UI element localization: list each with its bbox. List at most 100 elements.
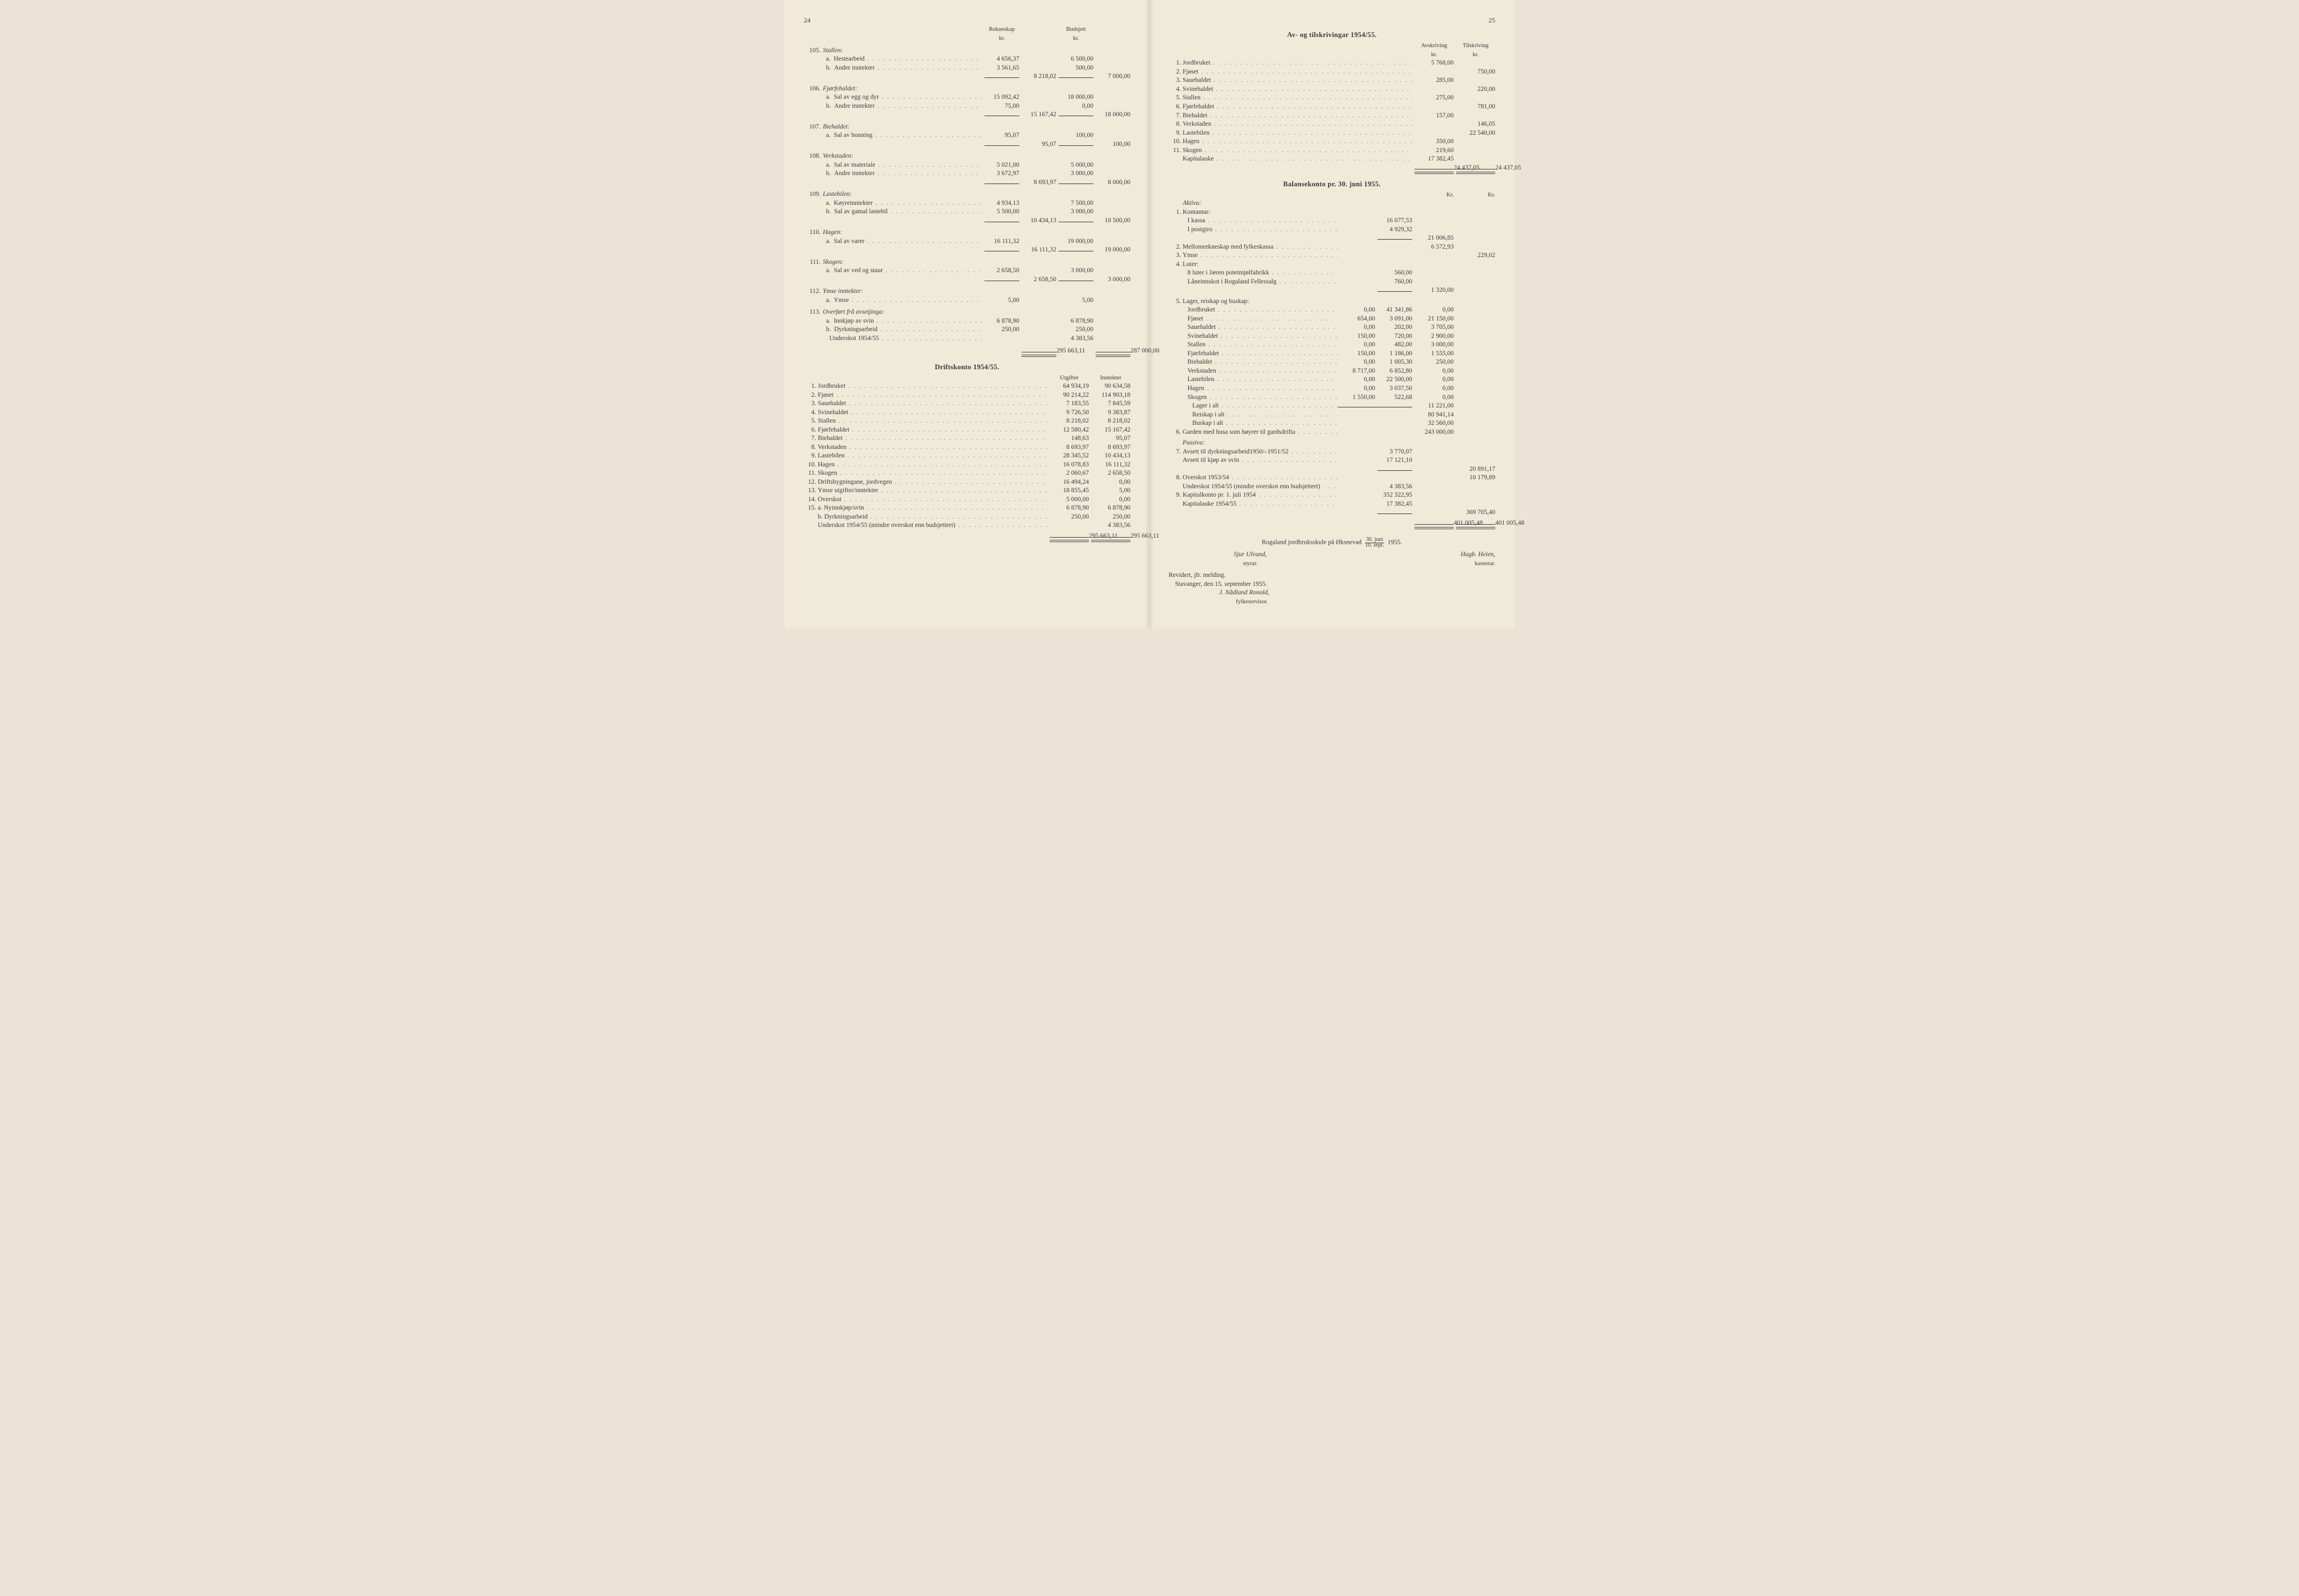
avtil-row: 9.Lastebilen22 540,00 (1169, 129, 1495, 138)
lager-rows: Jordbruket0,0041 341,860,00 Fjøset654,00… (1169, 306, 1495, 402)
lager-row: Fjøset654,003 091,0021 150,00 (1169, 315, 1495, 324)
lager-row: Hagen0,003 037,500,00 (1169, 384, 1495, 393)
account-entry: 112.Ymse inntekter: a. Ymse5,005,00 (804, 287, 1130, 305)
account-subrow: Underskot 1954/554 383,56 (804, 334, 1130, 343)
account-subrow: b. Sal av gamal lastebil5 500,003 000,00 (804, 208, 1130, 217)
account-entry: 111.Skogen: a. Sal av ved og staur2 658,… (804, 258, 1130, 285)
kapital-sum-row: 369 705,40 (1169, 508, 1495, 517)
passiva-heading: Passiva: (1169, 439, 1495, 448)
footer-place-date: Rogaland jordbruksskule på Øksnevad 30. … (1169, 537, 1495, 548)
avtil-title: Av- og tilskrivingar 1954/55. (1169, 30, 1495, 40)
lager-row: Lastebilen0,0022 500,000,00 (1169, 375, 1495, 384)
underskot-row: Underskot 1954/55 (mindre overskot enn b… (1169, 483, 1495, 492)
mellom-row: 2.Mellomrekneskap med fylkeskassa6 572,9… (1169, 243, 1495, 252)
account-subrow: a. Sal av materiale5 021,005 000,00 (804, 161, 1130, 170)
account-entry: 109.Lastebilen: a. Køyreinntekter4 934,1… (804, 190, 1130, 225)
footer-signatures: Sjur Ulvund, styrar. Hagb. Heien, kasser… (1169, 551, 1495, 568)
account-subrow: a. Sal av varer16 111,3219 000,00 (804, 237, 1130, 246)
account-subrow: a. Sal av ved og staur2 658,503 000,00 (804, 267, 1130, 276)
account-entry: 107.Biehaldet: a. Sal av honning95,07100… (804, 123, 1130, 149)
drift-row: 3.Sauehaldet7 183,557 845,59 (804, 400, 1130, 409)
drift-row: 1.Jordbruket64 934,1990 634,58 (804, 382, 1130, 391)
avtil-row: 5.Stallen275,00 (1169, 94, 1495, 103)
ymse-row: 3.Ymse229,02 (1169, 251, 1495, 260)
drift-row: 4.Svinehaldet9 726,509 383,87 (804, 409, 1130, 418)
account-total-row: 10 434,1310 500,00 (804, 217, 1130, 226)
balanse-title: Balansekonto pr. 30. juni 1955. (1169, 180, 1495, 189)
buskap-ialt-row: Buskap i alt32 560,00 (1169, 419, 1495, 428)
footer-revision: Revidert, jfr. melding. Stavanger, den 1… (1169, 571, 1495, 606)
luter-sum-row: 1 320,00 (1169, 286, 1495, 295)
lager-row: Stallen0,00482,003 000,00 (1169, 341, 1495, 350)
drift-row: 8.Verkstaden8 693,978 693,97 (804, 443, 1130, 452)
account-subrow: b. Andre inntekter3 672,973 000,00 (804, 169, 1130, 178)
lager-row: Sauehaldet0,00202,003 705,00 (1169, 323, 1495, 332)
drift-row: 5.Stallen8 218,028 218,02 (804, 417, 1130, 426)
kontantar-sum-row: 21 006,85 (1169, 234, 1495, 243)
account-subrow: b. Andre inntekter3 561,65500,00 (804, 64, 1130, 73)
avtil-row: 1.Jordbruket5 768,00 (1169, 59, 1495, 68)
page-right: 25 Av- og tilskrivingar 1954/55. Avskriv… (1150, 0, 1514, 629)
drift-row: 7.Biehaldet148,6395,07 (804, 434, 1130, 443)
lager-heading: 5.Lager, reiskap og buskap: (1169, 297, 1495, 306)
kontantar-heading: 1.Kontantar: (1169, 208, 1495, 217)
drift-row: Underskot 1954/55 (mindre overskot enn b… (804, 521, 1130, 530)
drift-row: 11.Skogen2 060,672 658,50 (804, 469, 1130, 478)
account-entry: 108.Verkstaden: a. Sal av materiale5 021… (804, 152, 1130, 187)
luter-heading: 4.Luter: (1169, 260, 1495, 269)
avtil-row: 6.Fjørfehaldet781,00 (1169, 103, 1495, 112)
account-subrow: a. Sal av egg og dyr15 092,4218 000,00 (804, 93, 1130, 102)
avtil-row: 8.Verkstaden146,05 (1169, 120, 1495, 129)
avtil-row: 10.Hagen350,00 (1169, 137, 1495, 146)
driftskonto-title: Driftskonto 1954/55. (804, 363, 1130, 372)
ikassa-row: I kassa16 077,53 (1169, 217, 1495, 226)
account-subrow: b. Dyrkningsarbeid250,00250,00 (804, 325, 1130, 334)
account-subrow: b. Andre inntekter75,000,00 (804, 102, 1130, 111)
luter-b-row: Låneinnskot i Rogaland Fellessalg760,00 (1169, 278, 1495, 287)
lager-row: Jordbruket0,0041 341,860,00 (1169, 306, 1495, 315)
account-entry: 113.Overført frå avsetjinga: a. Innkjøp … (804, 308, 1130, 343)
drift-row: 15.a. Nyinnkjøp/svin6 878,906 878,90 (804, 504, 1130, 513)
avtil-row: 3.Sauehaldet285,00 (1169, 76, 1495, 85)
account-entry: 110.Hagen: a. Sal av varer16 111,3219 00… (804, 228, 1130, 255)
avtil-row: 2.Fjøset750,00 (1169, 68, 1495, 77)
column-headers-kr: kr. kr. (804, 35, 1130, 43)
drift-row: 14.Overskot5 000,000,00 (804, 496, 1130, 505)
lager-ialt-row: Lager i alt11 221,00 (1169, 402, 1495, 411)
account-subrow: a. Ymse5,005,00 (804, 296, 1130, 305)
avsett-dyrk-row: 7.Avsett til dyrkningsarbeid1950/–1951/5… (1169, 448, 1495, 457)
account-subrow: a. Innkjøp av svin6 878,906 878,90 (804, 317, 1130, 326)
account-total-row: 8 218,027 000,00 (804, 72, 1130, 81)
drift-rows: 1.Jordbruket64 934,1990 634,582.Fjøset90… (804, 382, 1130, 530)
garden-row: 6.Garden med husa som høyrer til gardsdr… (1169, 428, 1495, 437)
drift-row: 2.Fjøset90 214,22114 903,18 (804, 391, 1130, 400)
aktiva-heading: Aktiva: (1169, 199, 1495, 208)
kapitalauke-row: Kapitalauke 1954/5517 382,45 (1169, 500, 1495, 509)
kapitalkonto-row: 9.Kapitalkonto pr. 1. juli 1954352 322,9… (1169, 491, 1495, 500)
avtil-kr: kr. kr. (1169, 51, 1495, 59)
avtil-row: 4.Svinehaldet220,00 (1169, 85, 1495, 94)
avsett-svin-row: Avsett til kjøp av svin17 121,10 (1169, 456, 1495, 465)
drift-row: 12.Driftsbygningane, jordvegen16 494,240… (804, 478, 1130, 487)
lager-row: Biehaldet0,001 005,30250,00 (1169, 358, 1495, 367)
ipostgiro-row: I postgiro4 929,32 (1169, 226, 1495, 235)
account-total-row: 16 111,3219 000,00 (804, 246, 1130, 255)
drift-row: 9.Lastebilen28 345,5210 434,13 (804, 452, 1130, 461)
account-total-row: 2 658,503 000,00 (804, 276, 1130, 285)
overskot-row: 8.Overskot 1953/5410 179,89 (1169, 474, 1495, 483)
avtil-headers: Avskriving Tilskriving (1169, 42, 1495, 50)
reiskap-ialt-row: Reiskap i alt80 941,14 (1169, 411, 1495, 420)
lager-row: Svinehaldet150,00720,002 900,00 (1169, 332, 1495, 341)
avtil-row: 11.Skogen219,60 (1169, 146, 1495, 155)
account-total-row: 8 693,978 000,00 (804, 178, 1130, 187)
page-number-left: 24 (804, 16, 1130, 25)
avtil-rows: 1.Jordbruket5 768,002.Fjøset750,003.Saue… (1169, 59, 1495, 163)
luter-a-row: 8 luter i Jæren potetmjølfabrikk560,00 (1169, 269, 1495, 278)
account-subrow: a. Køyreinntekter4 934,137 500,00 (804, 199, 1130, 208)
column-headers-left: Rekneskap Budsjett (804, 26, 1130, 34)
drift-row: 6.Fjørfehaldet12 580,4215 167,42 (804, 426, 1130, 435)
drift-headers: Utgifter Inntekter (804, 374, 1130, 382)
page-number-right: 25 (1169, 16, 1495, 25)
avtil-row: 7.Biehaldet157,00 (1169, 112, 1495, 121)
account-total-row: 95,07100,00 (804, 140, 1130, 149)
